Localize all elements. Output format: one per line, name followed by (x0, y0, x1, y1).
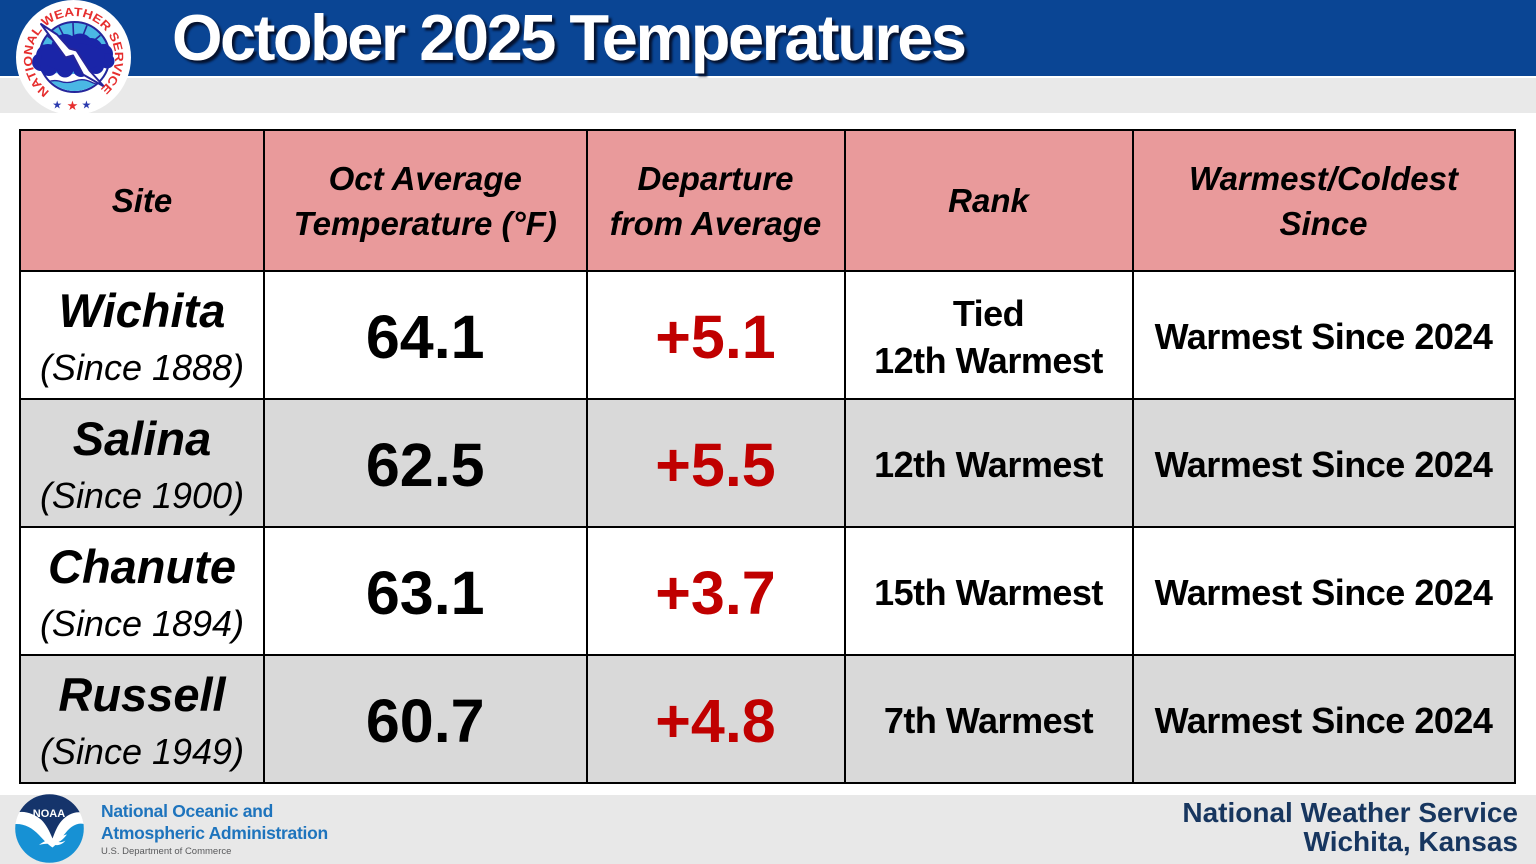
svg-text:★: ★ (67, 98, 79, 113)
svg-text:★: ★ (52, 100, 62, 112)
svg-text:★: ★ (81, 100, 91, 112)
svg-text:NOAA: NOAA (33, 808, 65, 820)
